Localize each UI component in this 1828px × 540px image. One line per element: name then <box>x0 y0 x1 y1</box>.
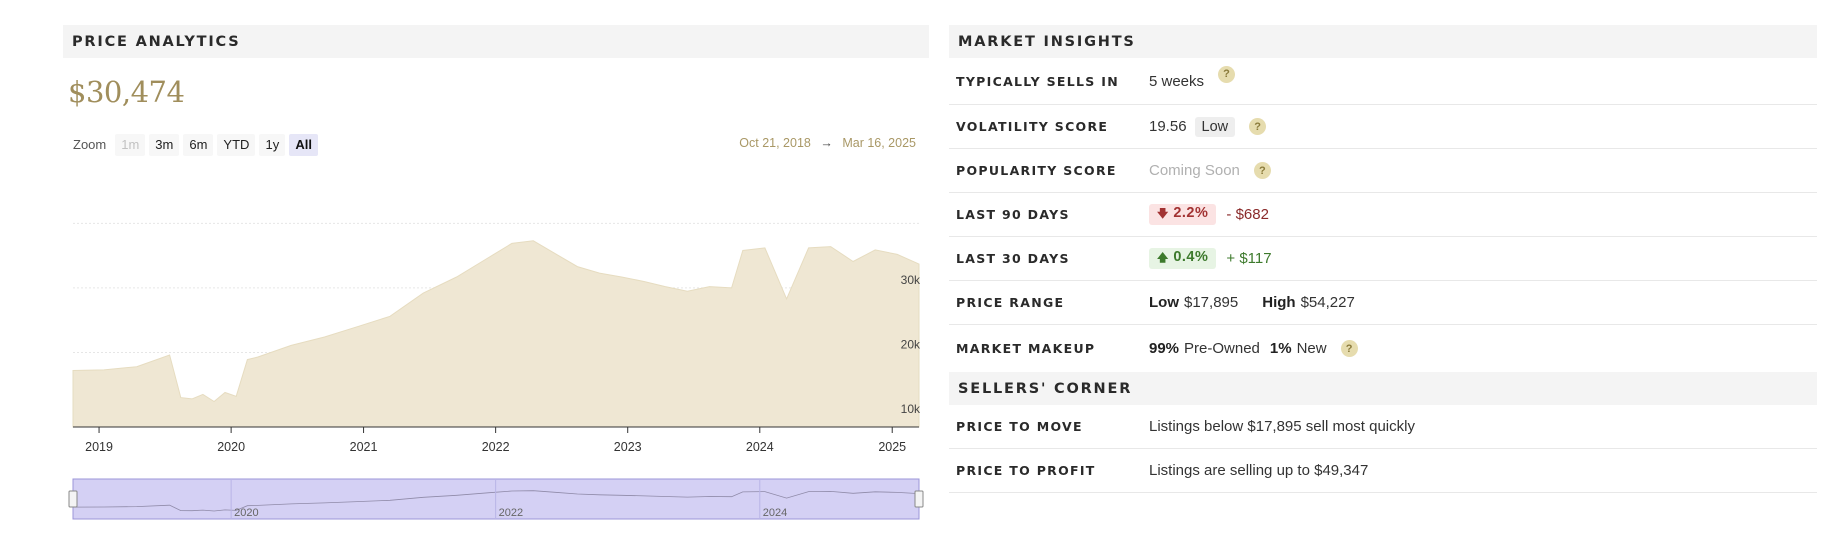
new-label: New <box>1296 340 1327 357</box>
last-30-change-badge: 🡅 0.4% <box>1149 248 1217 269</box>
help-icon[interactable]: ? <box>1253 162 1271 179</box>
x-tick-label: 2022 <box>482 440 510 454</box>
navigator-left-handle[interactable] <box>68 490 78 508</box>
price-range-label: PRICE RANGE <box>956 295 1065 310</box>
range-high-value: $54,227 <box>1300 294 1355 311</box>
last-90-percent: 2.2% <box>1173 205 1209 221</box>
volatility-label: VOLATILITY SCORE <box>956 119 1109 134</box>
popularity-value: Coming Soon <box>1149 162 1240 179</box>
navigator[interactable]: 2020 2022 2024 <box>68 478 924 520</box>
help-icon[interactable]: ? <box>1249 118 1267 135</box>
y-tick-label: 10k <box>901 402 921 416</box>
range-start-date[interactable]: Oct 21, 2018 <box>739 136 811 150</box>
zoom-controls: Zoom 1m 3m 6m YTD 1y All <box>63 132 322 157</box>
price-to-profit-value: Listings are selling up to $49,347 <box>1149 462 1369 479</box>
help-icon[interactable]: ? <box>1218 65 1236 83</box>
y-tick-label: 20k <box>901 337 921 351</box>
navigator-label: 2022 <box>499 507 523 519</box>
last-90-change-badge: 🡇 2.2% <box>1149 204 1217 225</box>
insight-row-market-makeup: MARKET MAKEUP 99% Pre-Owned 1% New ? <box>949 325 1817 372</box>
price-analytics-panel: PRICE ANALYTICS $30,474 Zoom 1m 3m 6m YT… <box>63 25 929 525</box>
zoom-label: Zoom <box>73 137 107 152</box>
market-insights-header: MARKET INSIGHTS <box>949 25 1817 58</box>
current-price: $30,474 <box>68 75 185 109</box>
insight-row-price-to-profit: PRICE TO PROFIT Listings are selling up … <box>949 449 1817 493</box>
last-30-percent: 0.4% <box>1173 249 1209 265</box>
zoom-6m-button[interactable]: 6m <box>183 133 214 156</box>
range-low-label: Low <box>1149 294 1179 311</box>
price-analytics-header: PRICE ANALYTICS <box>63 25 929 58</box>
insight-row-volatility: VOLATILITY SCORE 19.56 Low ? <box>949 105 1817 149</box>
navigator-label: 2020 <box>234 507 258 519</box>
preowned-percent: 99% <box>1149 340 1180 357</box>
date-range[interactable]: Oct 21, 2018 → Mar 16, 2025 <box>739 136 916 150</box>
last-30-label: LAST 30 DAYS <box>956 251 1070 266</box>
arrow-down-icon: 🡇 <box>1157 208 1169 220</box>
navigator-series <box>72 490 920 512</box>
last-90-delta: - $682 <box>1226 206 1269 223</box>
insight-row-price-to-move: PRICE TO MOVE Listings below $17,895 sel… <box>949 405 1817 449</box>
x-tick-label: 2019 <box>85 440 113 454</box>
price-to-profit-label: PRICE TO PROFIT <box>956 463 1096 478</box>
navigator-label: 2024 <box>763 507 787 519</box>
last-30-delta: + $117 <box>1226 250 1272 267</box>
x-axis-ticks: 2019 2020 2021 2022 2023 2024 2025 <box>85 427 906 454</box>
help-icon[interactable]: ? <box>1340 340 1358 357</box>
y-tick-label: 30k <box>901 273 921 287</box>
navigator-labels: 2020 2022 2024 <box>230 479 787 519</box>
insight-row-last-90: LAST 90 DAYS 🡇 2.2% - $682 <box>949 193 1817 237</box>
price-area-series <box>72 240 920 428</box>
range-end-date[interactable]: Mar 16, 2025 <box>842 136 916 150</box>
price-chart[interactable]: 10k 20k 30k 2019 2020 2021 2022 2023 2024 2025 2… <box>63 165 929 525</box>
zoom-all-button[interactable]: All <box>289 133 319 156</box>
preowned-label: Pre-Owned <box>1184 340 1260 357</box>
volatility-value: 19.56 <box>1149 118 1187 135</box>
market-insights-panel: MARKET INSIGHTS TYPICALLY SELLS IN 5 wee… <box>949 25 1817 525</box>
zoom-ytd-button[interactable]: YTD <box>217 133 256 156</box>
market-makeup-label: MARKET MAKEUP <box>956 341 1096 356</box>
arrow-up-icon: 🡅 <box>1157 252 1169 264</box>
y-axis-ticks: 10k 20k 30k <box>901 273 921 416</box>
price-to-move-label: PRICE TO MOVE <box>956 419 1083 434</box>
insight-row-sells-in: TYPICALLY SELLS IN 5 weeks ? <box>949 58 1817 105</box>
sellers-corner-header: SELLERS' CORNER <box>949 372 1817 405</box>
range-low-value: $17,895 <box>1184 294 1239 311</box>
zoom-1y-button[interactable]: 1y <box>259 133 286 156</box>
insight-row-last-30: LAST 30 DAYS 🡅 0.4% + $117 <box>949 237 1817 281</box>
range-arrow-icon: → <box>820 136 833 150</box>
zoom-3m-button[interactable]: 3m <box>149 133 180 156</box>
price-to-move-value: Listings below $17,895 sell most quickly <box>1149 418 1415 435</box>
sells-in-value: 5 weeks <box>1149 72 1205 90</box>
insight-row-price-range: PRICE RANGE Low $17,895 High $54,227 <box>949 281 1817 325</box>
navigator-right-handle[interactable] <box>914 490 924 508</box>
zoom-1m-button[interactable]: 1m <box>115 133 146 156</box>
volatility-level-badge: Low <box>1194 116 1236 137</box>
new-percent: 1% <box>1269 340 1292 357</box>
x-tick-label: 2021 <box>350 440 378 454</box>
x-tick-label: 2023 <box>614 440 642 454</box>
range-high-label: High <box>1262 294 1296 311</box>
insight-row-popularity: POPULARITY SCORE Coming Soon ? <box>949 149 1817 193</box>
sells-in-label: TYPICALLY SELLS IN <box>956 73 1119 89</box>
last-90-label: LAST 90 DAYS <box>956 207 1070 222</box>
x-tick-label: 2020 <box>217 440 245 454</box>
popularity-label: POPULARITY SCORE <box>956 163 1117 178</box>
x-tick-label: 2024 <box>746 440 774 454</box>
x-tick-label: 2025 <box>878 440 906 454</box>
